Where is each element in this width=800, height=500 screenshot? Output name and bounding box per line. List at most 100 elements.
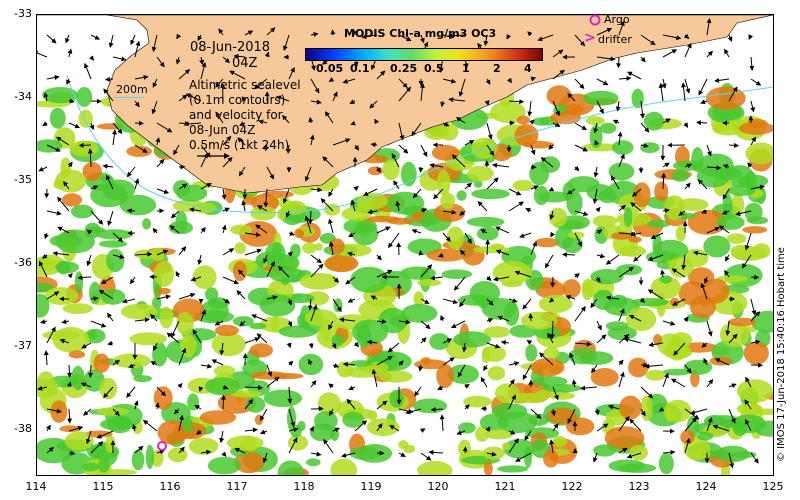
velocity-arrows (37, 17, 766, 469)
x-tick-label: 125 (762, 480, 784, 493)
chl-patch (716, 214, 745, 230)
velocity-arrow (81, 342, 92, 349)
chl-patch (446, 226, 465, 250)
colorbar-tick: 0.1 (350, 62, 370, 75)
velocity-arrow (530, 185, 539, 190)
velocity-arrow (84, 62, 92, 80)
chl-patch (522, 140, 555, 149)
chl-patch (473, 246, 510, 254)
colorbar-tick: 4 (524, 62, 532, 75)
velocity-arrow (197, 254, 203, 266)
chl-patch (93, 353, 110, 373)
velocity-arrow (684, 163, 693, 169)
velocity-arrow (322, 156, 334, 168)
chl-patch (664, 195, 686, 221)
chl-patch (640, 142, 660, 154)
chl-patch (512, 179, 534, 192)
velocity-arrow (325, 111, 334, 124)
velocity-arrow (574, 341, 592, 347)
velocity-arrow (128, 363, 136, 369)
velocity-arrow (728, 333, 738, 344)
velocity-arrow (310, 380, 317, 388)
chl-patch (590, 368, 619, 387)
velocity-arrow (178, 446, 185, 454)
velocity-arrow (200, 144, 211, 158)
velocity-arrow (222, 384, 229, 390)
velocity-arrow (112, 359, 120, 366)
velocity-arrow (662, 320, 676, 326)
velocity-arrow (342, 361, 356, 367)
velocity-arrow (744, 399, 752, 410)
velocity-arrow (100, 276, 114, 285)
chl-patch (650, 276, 682, 300)
velocity-arrow (320, 198, 334, 212)
velocity-arrow (112, 408, 120, 416)
chl-patch (352, 222, 379, 246)
velocity-arrow (241, 200, 247, 212)
chl-patch (55, 229, 95, 254)
velocity-arrow (264, 144, 270, 152)
chl-patch (628, 357, 649, 378)
velocity-arrow (681, 254, 687, 271)
chl-patch (61, 193, 83, 207)
velocity-arrow (308, 116, 314, 124)
velocity-arrow (221, 224, 227, 234)
velocity-arrow (46, 326, 56, 344)
chl-patch (521, 311, 557, 330)
velocity-arrow (661, 172, 667, 190)
chl-patch (249, 343, 273, 358)
velocity-arrow (618, 447, 628, 454)
chl-patch (68, 350, 86, 359)
velocity-arrow (367, 209, 378, 215)
velocity-arrow (152, 78, 158, 88)
chl-patch (633, 182, 651, 208)
velocity-arrow (304, 215, 312, 234)
velocity-arrow (514, 270, 532, 278)
chl-patch (675, 225, 686, 242)
velocity-arrow (68, 450, 76, 456)
velocity-arrow (263, 254, 268, 264)
velocity-arrow (90, 210, 104, 225)
x-tick-label: 118 (293, 480, 315, 493)
chl-patch (560, 215, 590, 230)
chl-patch (715, 167, 743, 181)
velocity-arrow (370, 142, 378, 148)
chl-patch (437, 170, 451, 196)
chl-patch (458, 439, 471, 458)
velocity-arrow (703, 276, 709, 284)
velocity-arrow (304, 166, 312, 182)
velocity-arrow (750, 78, 762, 86)
velocity-arrow (594, 139, 600, 146)
chl-patch (612, 140, 634, 155)
velocity-arrow (644, 363, 664, 369)
velocity-arrow (483, 364, 489, 372)
chl-patch (548, 207, 568, 228)
chl-patch (278, 325, 318, 338)
chl-patch (605, 321, 629, 331)
velocity-arrow (662, 208, 670, 214)
chl-patch (726, 233, 747, 245)
velocity-arrow (420, 320, 431, 330)
chl-patch (417, 279, 442, 287)
velocity-arrow (418, 250, 424, 256)
velocity-arrow (697, 179, 708, 190)
velocity-arrow (257, 205, 268, 212)
velocity-arrow (376, 423, 383, 432)
velocity-arrow (391, 153, 400, 168)
velocity-arrow (722, 164, 730, 169)
velocity-arrow (341, 452, 356, 458)
velocity-arrow (485, 239, 491, 256)
velocity-arrow (122, 298, 136, 304)
velocity-arrow (615, 100, 621, 112)
chl-patch (671, 169, 690, 182)
x-tick-label: 124 (695, 480, 717, 493)
velocity-arrow (712, 424, 730, 432)
chl-patch (52, 326, 90, 353)
velocity-arrow (703, 357, 708, 366)
chl-patch (608, 459, 646, 473)
velocity-arrow (63, 181, 70, 190)
velocity-arrow (571, 379, 577, 388)
velocity-arrow (529, 119, 535, 125)
velocity-arrow (288, 408, 296, 428)
x-tick-label: 123 (628, 480, 650, 493)
